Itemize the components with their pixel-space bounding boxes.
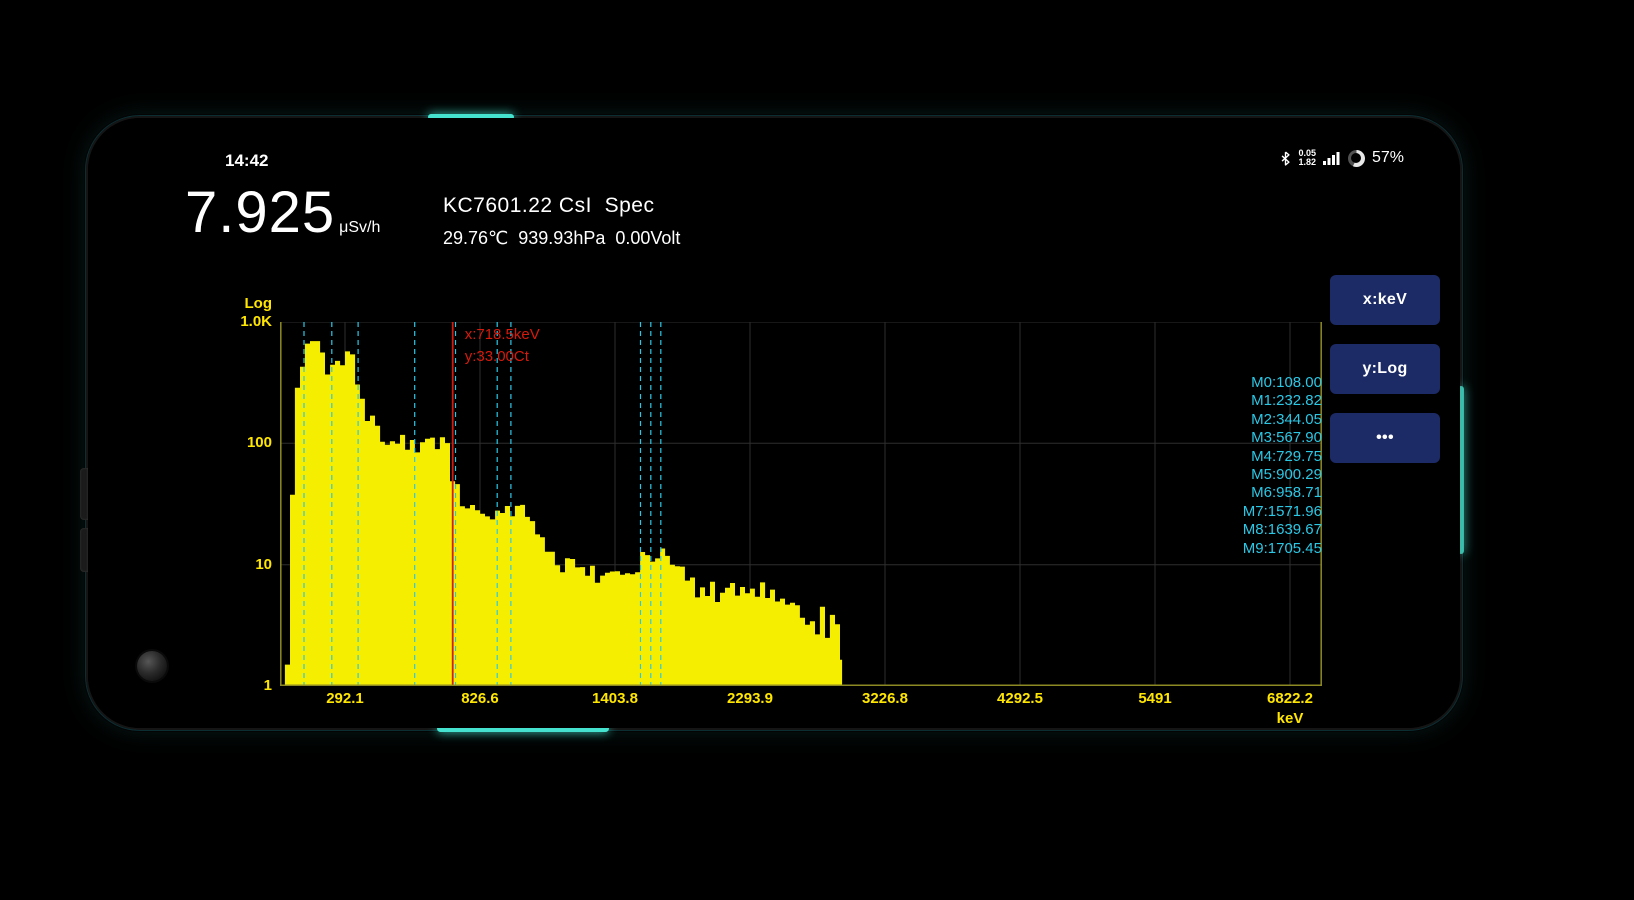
- battery-percent: 57%: [1371, 149, 1404, 166]
- x-tick-label: 2293.9: [727, 690, 773, 707]
- y-axis-scale-button[interactable]: y:Log: [1330, 344, 1440, 394]
- front-camera: [137, 651, 167, 681]
- volume-button: [80, 468, 88, 520]
- x-axis-ticks: 292.1 826.6 1403.8 2293.9 3226.8 4292.5 5491 68…: [88, 690, 1460, 710]
- x-tick-label: 5491: [1138, 690, 1172, 707]
- phone-edge-glow-top: [428, 114, 514, 120]
- phone-frame: 14:42 0.05 1.82 57%: [80, 114, 1464, 732]
- y-tick-label: 10: [255, 555, 272, 573]
- x-tick-label: 3226.8: [862, 690, 908, 707]
- x-tick-label: 6822.2: [1267, 690, 1313, 707]
- signal-icon: [1322, 152, 1340, 165]
- phone-edge-glow-right: [1458, 386, 1464, 554]
- cursor-y-label: y:33.00Ct: [464, 348, 529, 365]
- network-speed: 0.05 1.82: [1298, 149, 1316, 167]
- bluetooth-icon: [1282, 151, 1291, 166]
- dose-value: 7.925: [185, 180, 336, 245]
- battery-icon: [1347, 149, 1365, 167]
- y-tick-label: 1: [263, 677, 272, 694]
- network-speed-down: 1.82: [1298, 157, 1316, 167]
- x-tick-label: 4292.5: [997, 690, 1043, 707]
- dose-readout: 7.925 μSv/h: [185, 184, 380, 242]
- phone-edge-glow-bottom: [437, 725, 609, 732]
- chart-buttons: x:keV y:Log •••: [1330, 275, 1440, 463]
- status-clock: 14:42: [225, 151, 269, 170]
- x-axis-unit: keV: [1276, 710, 1304, 727]
- x-tick-label: 292.1: [326, 690, 364, 707]
- device-title: KC7601.22 CsI Spec: [443, 194, 655, 217]
- x-tick-label: 826.6: [461, 690, 499, 707]
- y-tick-label: 100: [246, 434, 272, 452]
- y-tick-label: 1.0K: [240, 313, 272, 330]
- cursor-x-label: x:718.5keV: [464, 326, 540, 343]
- more-options-button[interactable]: •••: [1330, 413, 1440, 463]
- phone-screen: 14:42 0.05 1.82 57%: [88, 118, 1460, 728]
- x-tick-label: 1403.8: [592, 690, 638, 707]
- power-button: [80, 528, 88, 572]
- x-axis-unit-button[interactable]: x:keV: [1330, 275, 1440, 325]
- dose-unit: μSv/h: [339, 219, 381, 236]
- y-axis-scale-label: Log: [244, 295, 273, 312]
- status-icons: 0.05 1.82 57%: [1280, 148, 1404, 168]
- spectrum-plot[interactable]: [280, 322, 1322, 686]
- network-speed-up: 0.05: [1298, 148, 1316, 158]
- environment-readings: 29.76℃ 939.93hPa 0.00Volt: [443, 228, 681, 248]
